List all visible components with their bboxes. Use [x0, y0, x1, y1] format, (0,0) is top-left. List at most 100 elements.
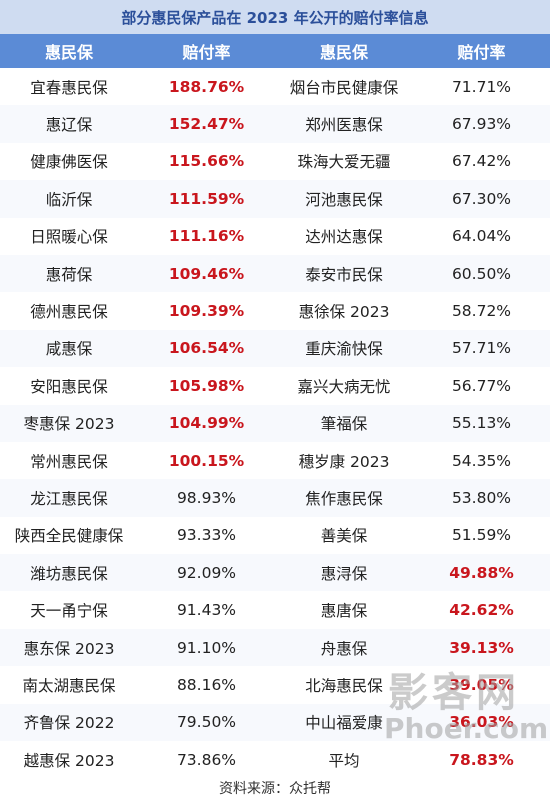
product-name-left: 日照暖心保 — [30, 228, 108, 247]
payout-rate-left: 98.93% — [176, 488, 237, 507]
table-row: 日照暖心保 111.16% 达州达惠保 64.04% — [0, 218, 550, 255]
table-row: 越惠保 2023 73.86% 平均 78.83% — [0, 741, 550, 778]
table-header: 惠民保 赔付率 惠民保 赔付率 — [0, 34, 550, 68]
product-name-right: 筆福保 — [320, 415, 368, 434]
table-row: 临沂保 111.59% 河池惠民保 67.30% — [0, 180, 550, 218]
product-name-left: 惠荷保 — [45, 265, 93, 284]
product-name-right: 平均 — [328, 751, 360, 770]
table-row: 常州惠民保 100.15% 穗岁康 2023 54.35% — [0, 442, 550, 479]
payout-rate-right: 49.88% — [449, 563, 514, 582]
payout-rate-left: 73.86% — [176, 750, 237, 769]
product-name-left: 德州惠民保 — [30, 303, 108, 322]
table-row: 潍坊惠民保 92.09% 惠浔保 49.88% — [0, 554, 550, 592]
payout-rate-right: 58.72% — [451, 302, 512, 321]
payout-rate-left: 91.43% — [176, 601, 237, 620]
payout-rate-left: 111.59% — [168, 189, 245, 208]
product-name-right: 焦作惠民保 — [305, 489, 383, 508]
payout-rate-left: 109.39% — [168, 302, 245, 321]
table-row: 宜春惠民保 188.76% 烟台市民健康保 71.71% — [0, 68, 550, 105]
table-row: 惠辽保 152.47% 郑州医惠保 67.93% — [0, 105, 550, 143]
product-name-left: 龙江惠民保 — [30, 489, 108, 508]
table-row: 天一甬宁保 91.43% 惠唐保 42.62% — [0, 591, 550, 628]
table-row: 枣惠保 2023 104.99% 筆福保 55.13% — [0, 404, 550, 442]
payout-rate-right: 54.35% — [451, 451, 512, 470]
payout-rate-left: 88.16% — [176, 675, 237, 694]
product-name-left: 宜春惠民保 — [30, 78, 108, 97]
product-name-left: 潍坊惠民保 — [30, 564, 108, 583]
payout-rate-left: 105.98% — [168, 376, 245, 395]
product-name-right: 河池惠民保 — [305, 190, 383, 209]
title-bar: 部分惠民保产品在 2023 年公开的赔付率信息 — [0, 0, 550, 34]
product-name-left: 健康佛医保 — [30, 153, 108, 172]
product-name-right: 珠海大爱无疆 — [297, 153, 391, 172]
product-name-left: 惠东保 2023 — [23, 639, 115, 658]
payout-rate-right: 67.93% — [451, 115, 512, 134]
product-name-right: 泰安市民保 — [305, 265, 383, 284]
product-name-right: 北海惠民保 — [305, 676, 383, 695]
product-name-right: 烟台市民健康保 — [289, 78, 399, 97]
table-row: 惠东保 2023 91.10% 舟惠保 39.13% — [0, 628, 550, 667]
payout-rate-right: 39.05% — [449, 675, 514, 694]
payout-rate-right: 53.80% — [451, 488, 512, 507]
product-name-right: 惠浔保 — [320, 564, 368, 583]
payout-rate-right: 57.71% — [451, 339, 512, 358]
table-row: 惠荷保 109.46% 泰安市民保 60.50% — [0, 254, 550, 293]
payout-rate-left: 79.50% — [176, 713, 237, 732]
payout-rate-left: 111.16% — [168, 227, 245, 246]
payout-rate-left: 109.46% — [168, 264, 245, 283]
product-name-left: 安阳惠民保 — [30, 377, 108, 396]
payout-rate-right: 55.13% — [451, 414, 512, 433]
product-name-right: 嘉兴大病无忧 — [297, 377, 391, 396]
table-row: 陕西全民健康保 93.33% 善美保 51.59% — [0, 517, 550, 554]
product-name-left: 临沂保 — [45, 190, 93, 209]
product-name-right: 惠徐保 2023 — [298, 303, 390, 322]
table-title: 部分惠民保产品在 2023 年公开的赔付率信息 — [121, 8, 429, 27]
product-name-left: 惠辽保 — [45, 116, 93, 135]
payout-rate-right: 36.03% — [449, 713, 514, 732]
payout-rate-left: 115.66% — [168, 152, 245, 171]
product-name-right: 善美保 — [320, 527, 368, 546]
payout-rate-left: 91.10% — [176, 638, 237, 657]
payout-rate-right: 71.71% — [451, 77, 512, 96]
payout-rate-left: 100.15% — [168, 451, 245, 470]
product-name-right: 舟惠保 — [320, 639, 368, 658]
payout-rate-right: 67.30% — [451, 189, 512, 208]
table-row: 南太湖惠民保 88.16% 北海惠民保 39.05% — [0, 666, 550, 703]
product-name-right: 惠唐保 — [320, 602, 368, 621]
payout-rate-left: 188.76% — [168, 77, 245, 96]
product-name-right: 中山福爱康 — [305, 714, 383, 733]
table-row: 龙江惠民保 98.93% 焦作惠民保 53.80% — [0, 479, 550, 517]
product-name-left: 齐鲁保 2022 — [23, 714, 115, 733]
table-body: 宜春惠民保 188.76% 烟台市民健康保 71.71% 惠辽保 152.47% 郑州医惠保… — [0, 68, 550, 778]
product-name-right: 重庆渝快保 — [305, 340, 383, 359]
header-rate-left: 赔付率 — [182, 43, 231, 62]
table-row: 齐鲁保 2022 79.50% 中山福爱康 36.03% — [0, 703, 550, 742]
table-row: 咸惠保 106.54% 重庆渝快保 57.71% — [0, 329, 550, 368]
payout-rate-right: 56.77% — [451, 376, 512, 395]
payout-rate-right: 51.59% — [451, 526, 512, 545]
payout-rate-left: 152.47% — [168, 115, 245, 134]
payout-rate-left: 93.33% — [176, 526, 237, 545]
product-name-left: 天一甬宁保 — [30, 602, 108, 621]
header-product-left: 惠民保 — [44, 43, 93, 62]
product-name-left: 越惠保 2023 — [23, 751, 115, 770]
payout-rate-right: 64.04% — [451, 227, 512, 246]
payout-rate-left: 106.54% — [168, 339, 245, 358]
header-product-right: 惠民保 — [319, 43, 368, 62]
header-rate-right: 赔付率 — [457, 43, 506, 62]
product-name-right: 达州达惠保 — [305, 228, 383, 247]
table-row: 健康佛医保 115.66% 珠海大爱无疆 67.42% — [0, 143, 550, 180]
source-note: 资料来源：众托帮 — [219, 781, 331, 797]
payout-rate-right: 67.42% — [451, 152, 512, 171]
payout-rate-right: 60.50% — [451, 264, 512, 283]
payout-rate-right: 78.83% — [449, 750, 514, 769]
product-name-left: 咸惠保 — [45, 340, 93, 359]
payout-rate-right: 39.13% — [449, 638, 514, 657]
payout-rate-left: 92.09% — [176, 563, 237, 582]
product-name-left: 南太湖惠民保 — [22, 676, 116, 695]
product-name-left: 陕西全民健康保 — [14, 527, 124, 546]
product-name-left: 枣惠保 2023 — [23, 415, 115, 434]
payout-rate-right: 42.62% — [449, 601, 514, 620]
product-name-right: 穗岁康 2023 — [298, 452, 390, 471]
product-name-right: 郑州医惠保 — [305, 116, 383, 135]
